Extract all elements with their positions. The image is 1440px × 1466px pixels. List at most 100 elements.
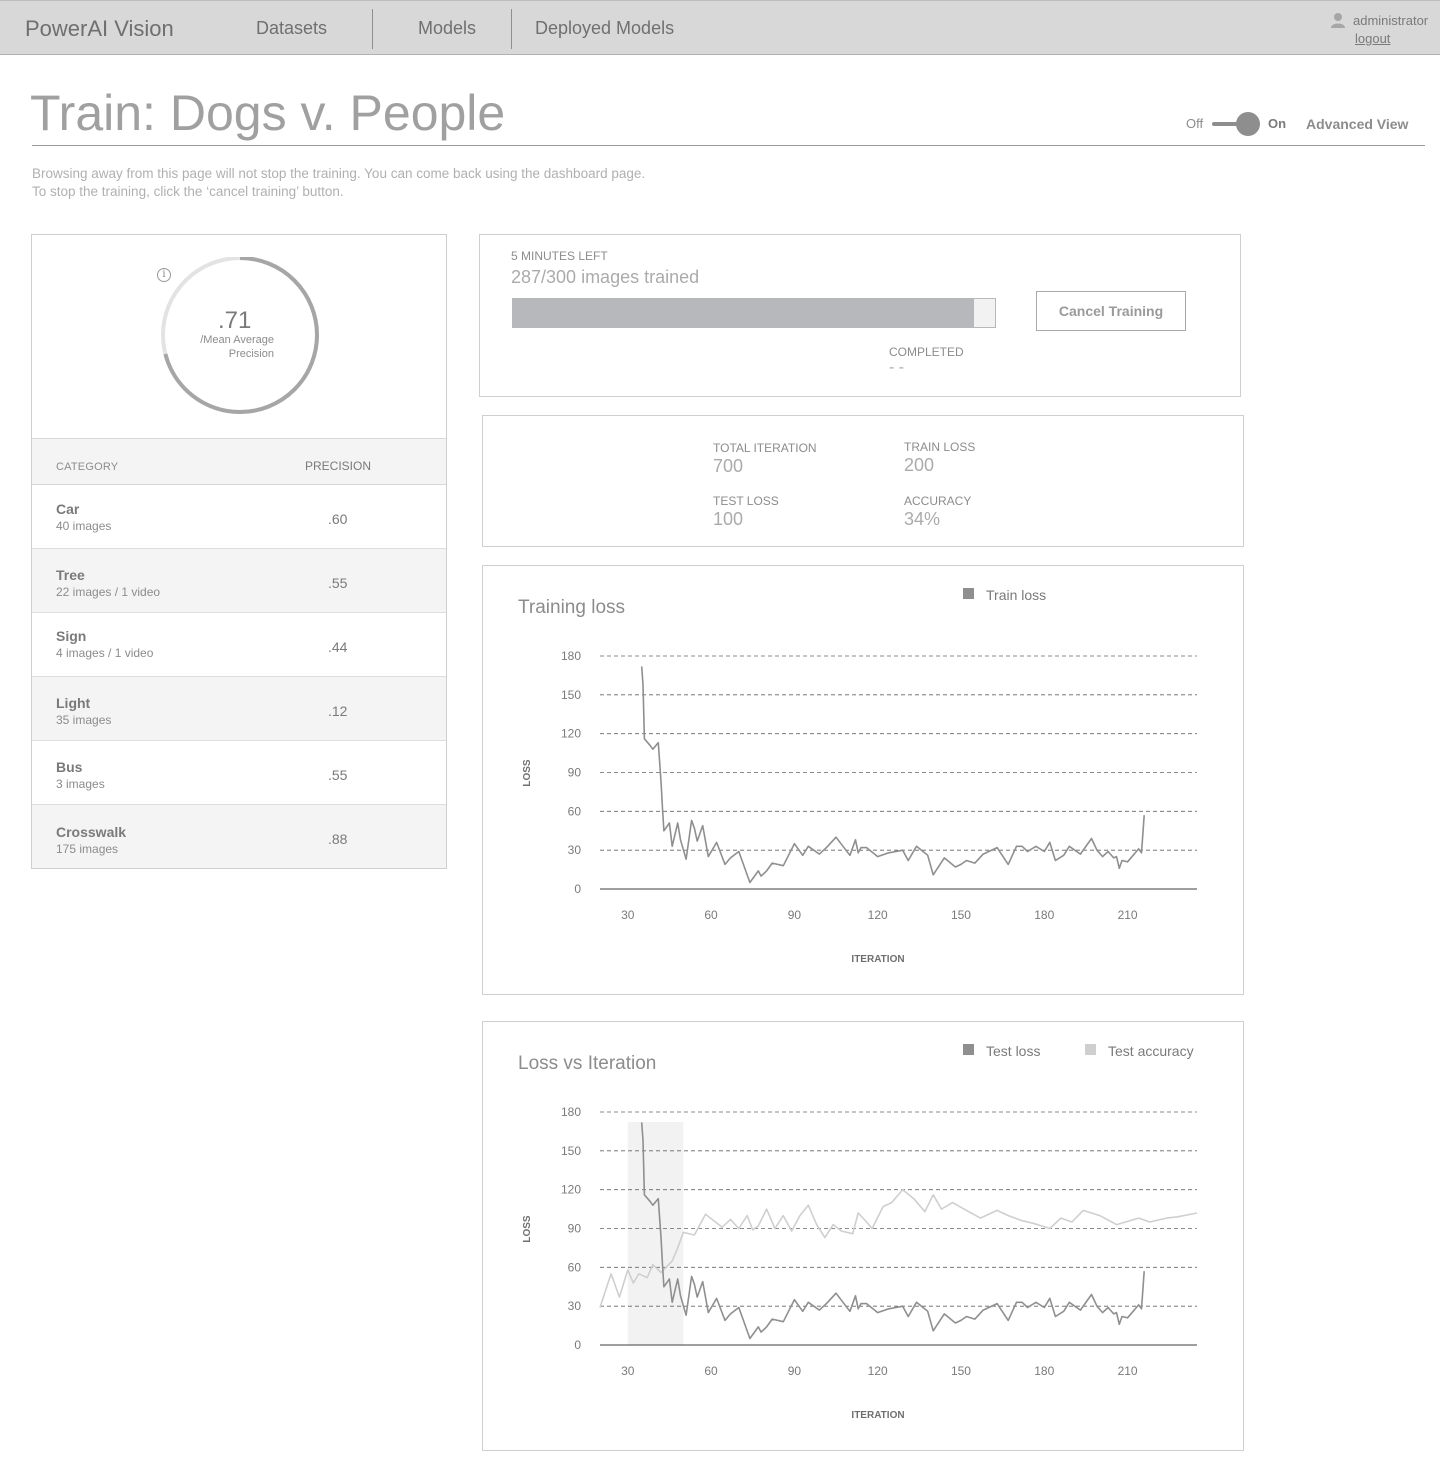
category-name: Car bbox=[56, 501, 80, 517]
x-tick-label: 90 bbox=[788, 1364, 802, 1378]
y-axis-label: LOSS bbox=[522, 1215, 533, 1243]
x-tick-label: 30 bbox=[621, 908, 635, 922]
progress-bar-fill bbox=[513, 299, 975, 327]
training-loss-chart-card: Training loss Train loss 0 30 60 90 120 150 18… bbox=[482, 565, 1244, 995]
map-value: .71 bbox=[218, 307, 252, 334]
category-name: Crosswalk bbox=[56, 824, 127, 840]
notice-line-1: Browsing away from this page will not st… bbox=[32, 166, 646, 181]
series-line-test-loss bbox=[640, 1122, 1145, 1340]
x-tick-label: 90 bbox=[788, 908, 802, 922]
training-progress-bar bbox=[512, 298, 996, 328]
category-precision: .60 bbox=[328, 511, 348, 527]
series-line-test-accuracy bbox=[599, 1188, 1198, 1308]
train-loss-value: 200 bbox=[904, 455, 935, 475]
column-header-precision[interactable]: PRECISION bbox=[305, 459, 372, 473]
y-tick-label: 180 bbox=[561, 649, 581, 663]
category-precision: .55 bbox=[328, 575, 348, 591]
category-precision: .44 bbox=[328, 639, 348, 655]
nav-deployed-models[interactable]: Deployed Models bbox=[535, 18, 675, 38]
loss-vs-iteration-chart-card: Loss vs Iteration Test loss Test accurac… bbox=[482, 1021, 1244, 1451]
category-count: 35 images bbox=[56, 713, 112, 727]
logout-link[interactable]: logout bbox=[1355, 31, 1391, 46]
notice-line-2: To stop the training, click the ‘cancel … bbox=[32, 184, 344, 199]
x-tick-label: 150 bbox=[951, 1364, 971, 1378]
y-tick-label: 90 bbox=[568, 1222, 582, 1236]
table-row[interactable]: Car 40 images .60 bbox=[32, 485, 446, 549]
category-count: 40 images bbox=[56, 519, 112, 533]
map-label-line-1: /Mean Average bbox=[200, 334, 274, 346]
y-tick-label: 150 bbox=[561, 688, 581, 702]
top-navigation-bar: PowerAI Vision Datasets Models Deployed … bbox=[0, 0, 1440, 55]
category-count: 175 images bbox=[56, 842, 119, 856]
nav-models[interactable]: Models bbox=[418, 18, 477, 38]
legend-label-test-accuracy: Test accuracy bbox=[1108, 1043, 1194, 1059]
images-trained: 287/300 images trained bbox=[511, 267, 700, 287]
toggle-on-label: On bbox=[1268, 116, 1287, 131]
category-name: Sign bbox=[56, 628, 87, 644]
training-loss-chart: 0 30 60 90 120 150 180 30 60 90 120 150 180 210 ITERAT… bbox=[522, 649, 1197, 965]
y-tick-label: 60 bbox=[568, 804, 582, 818]
y-tick-label: 120 bbox=[561, 727, 581, 741]
x-tick-label: 210 bbox=[1118, 1364, 1138, 1378]
category-name: Light bbox=[56, 695, 91, 711]
map-label: /Mean Average Precision bbox=[190, 333, 274, 361]
table-row[interactable]: Sign 4 images / 1 video .44 bbox=[32, 613, 446, 677]
x-tick-label: 30 bbox=[621, 1364, 635, 1378]
toggle-knob[interactable] bbox=[1236, 112, 1260, 136]
category-precision: .55 bbox=[328, 767, 348, 783]
y-tick-label: 120 bbox=[561, 1183, 581, 1197]
legend-label-train-loss: Train loss bbox=[986, 587, 1047, 603]
table-row[interactable]: Crosswalk 175 images .88 bbox=[32, 805, 446, 868]
table-row[interactable]: Bus 3 images .55 bbox=[32, 741, 446, 805]
total-iteration-value: 700 bbox=[713, 456, 744, 476]
x-tick-label: 120 bbox=[868, 1364, 888, 1378]
nav-divider bbox=[511, 9, 512, 49]
table-row[interactable]: Tree 22 images / 1 video .55 bbox=[32, 549, 446, 613]
test-loss-label: TEST LOSS bbox=[713, 494, 779, 508]
x-axis-label: ITERATION bbox=[851, 954, 904, 965]
y-tick-label: 30 bbox=[568, 843, 582, 857]
train-loss-label: TRAIN LOSS bbox=[904, 440, 976, 454]
category-name: Tree bbox=[56, 567, 85, 583]
y-tick-label: 60 bbox=[568, 1260, 582, 1274]
app-brand[interactable]: PowerAI Vision bbox=[25, 16, 174, 41]
column-header-category[interactable]: CATEGORY bbox=[56, 461, 119, 473]
category-count: 22 images / 1 video bbox=[56, 585, 161, 599]
user-icon bbox=[1331, 13, 1345, 28]
training-progress-card: 5 MINUTES LEFT 287/300 images trained Ca… bbox=[479, 234, 1241, 397]
x-tick-label: 180 bbox=[1034, 1364, 1054, 1378]
total-iteration-label: TOTAL ITERATION bbox=[713, 441, 817, 455]
x-tick-label: 180 bbox=[1034, 908, 1054, 922]
nav-divider bbox=[372, 9, 373, 49]
x-axis-label: ITERATION bbox=[851, 1410, 904, 1421]
advanced-view-toggle[interactable] bbox=[1212, 111, 1262, 137]
y-tick-label: 150 bbox=[561, 1144, 581, 1158]
x-tick-label: 150 bbox=[951, 908, 971, 922]
info-icon[interactable]: i bbox=[157, 268, 171, 282]
test-loss-value: 100 bbox=[713, 509, 744, 529]
legend-label-test-loss: Test loss bbox=[986, 1043, 1041, 1059]
cancel-training-button[interactable]: Cancel Training bbox=[1036, 291, 1186, 331]
legend-swatch-test-loss bbox=[963, 1044, 974, 1055]
accuracy-label: ACCURACY bbox=[904, 494, 972, 508]
category-table-header: CATEGORY PRECISION bbox=[32, 438, 446, 485]
x-tick-label: 120 bbox=[868, 908, 888, 922]
time-left: 5 MINUTES LEFT bbox=[511, 249, 608, 263]
page-title: Train: Dogs v. People bbox=[30, 85, 506, 141]
toggle-off-label: Off bbox=[1186, 116, 1204, 131]
category-precision: .88 bbox=[328, 831, 348, 847]
x-tick-label: 60 bbox=[704, 908, 718, 922]
legend-swatch-test-accuracy bbox=[1085, 1044, 1096, 1055]
category-name: Bus bbox=[56, 759, 83, 775]
nav-datasets[interactable]: Datasets bbox=[256, 18, 328, 38]
advanced-view-label: Advanced View bbox=[1306, 116, 1409, 132]
category-count: 4 images / 1 video bbox=[56, 646, 154, 660]
training-stats-card: TOTAL ITERATION 700 TRAIN LOSS 200 TEST … bbox=[482, 415, 1244, 547]
toggle-track bbox=[1212, 122, 1252, 126]
y-tick-label: 90 bbox=[568, 766, 582, 780]
highlight-band bbox=[627, 1122, 684, 1345]
table-row[interactable]: Light 35 images .12 bbox=[32, 677, 446, 741]
y-tick-label: 0 bbox=[574, 1338, 581, 1352]
accuracy-value: 34% bbox=[904, 509, 941, 529]
series-line-train-loss bbox=[640, 666, 1145, 884]
